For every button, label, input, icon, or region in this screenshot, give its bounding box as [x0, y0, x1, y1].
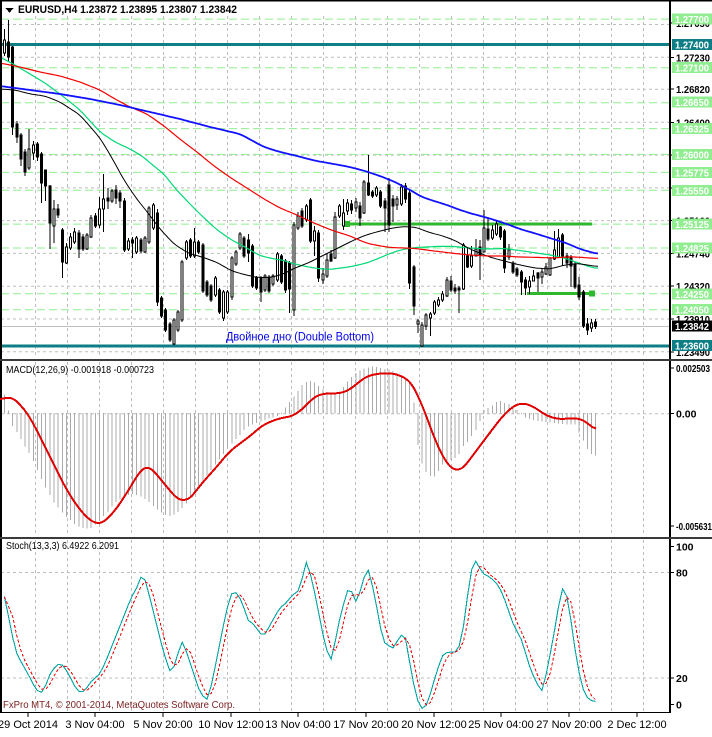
svg-text:1.27400: 1.27400 — [675, 40, 709, 52]
svg-text:1.25775: 1.25775 — [675, 167, 709, 179]
svg-text:2 Dec 12:00: 2 Dec 12:00 — [607, 719, 666, 731]
svg-text:100: 100 — [676, 542, 694, 554]
svg-text:0.00: 0.00 — [676, 409, 697, 421]
svg-text:25 Nov 04:00: 25 Nov 04:00 — [468, 719, 533, 731]
svg-text:FxPro MT4, © 2001-2014, MetaQu: FxPro MT4, © 2001-2014, MetaQuotes Softw… — [3, 699, 235, 711]
svg-text:1.27700: 1.27700 — [675, 14, 709, 26]
svg-text:5 Nov 20:00: 5 Nov 20:00 — [133, 719, 192, 731]
svg-text:1.26000: 1.26000 — [675, 149, 709, 161]
svg-text:29 Oct 2014: 29 Oct 2014 — [0, 719, 58, 731]
svg-text:10 Nov 12:00: 10 Nov 12:00 — [198, 719, 263, 731]
svg-text:-0.005631: -0.005631 — [676, 521, 712, 533]
svg-text:1.27230: 1.27230 — [676, 52, 710, 64]
svg-text:1.24050: 1.24050 — [675, 305, 709, 317]
svg-text:20: 20 — [676, 673, 688, 685]
svg-text:0.002503: 0.002503 — [676, 363, 710, 375]
svg-text:1.25550: 1.25550 — [675, 185, 709, 197]
svg-text:1.23842: 1.23842 — [675, 321, 709, 333]
svg-text:1.26650: 1.26650 — [675, 97, 709, 109]
svg-text:1.25125: 1.25125 — [675, 219, 709, 231]
svg-text:0: 0 — [676, 700, 682, 712]
svg-text:17 Nov 20:00: 17 Nov 20:00 — [333, 719, 398, 731]
svg-text:Двойное дно (Double Bottom): Двойное дно (Double Bottom) — [226, 332, 374, 344]
svg-text:1.24250: 1.24250 — [675, 289, 709, 301]
svg-text:20 Nov 12:00: 20 Nov 12:00 — [401, 719, 466, 731]
svg-text:Stoch(13,3,3) 6.4922 6.2091: Stoch(13,3,3) 6.4922 6.2091 — [6, 540, 119, 552]
svg-text:1.26820: 1.26820 — [676, 84, 710, 96]
svg-text:80: 80 — [676, 568, 688, 580]
svg-text:27 Nov 20:00: 27 Nov 20:00 — [536, 719, 601, 731]
svg-text:EURUSD,H4 1.23872 1.23895 1.2: EURUSD,H4 1.23872 1.23895 1.23807 1.2384… — [18, 4, 237, 16]
svg-text:1.27100: 1.27100 — [675, 63, 709, 75]
svg-text:1.24825: 1.24825 — [675, 243, 709, 255]
svg-text:MACD(12,26,9) -0.001918 -0.000: MACD(12,26,9) -0.001918 -0.000723 — [6, 364, 154, 376]
svg-text:1.23600: 1.23600 — [675, 341, 709, 353]
svg-text:1.26325: 1.26325 — [675, 124, 709, 136]
svg-text:13 Nov 04:00: 13 Nov 04:00 — [265, 719, 330, 731]
svg-text:3 Nov 04:00: 3 Nov 04:00 — [65, 719, 124, 731]
